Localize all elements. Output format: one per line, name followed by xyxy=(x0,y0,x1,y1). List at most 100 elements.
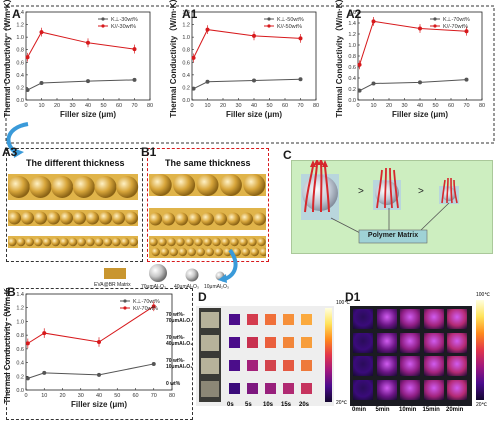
x-tick-label: 40 xyxy=(96,393,102,399)
x-tick-label: 60 xyxy=(448,103,454,109)
filler-sphere xyxy=(259,247,266,257)
data-point xyxy=(298,36,303,41)
x-tick-label: 20 xyxy=(386,103,392,109)
x-tick-label: 20 xyxy=(220,103,226,109)
filler-sphere xyxy=(42,237,52,247)
y-tick-label: 0.0 xyxy=(16,388,24,394)
filler-sphere xyxy=(60,237,69,247)
filler-sphere xyxy=(34,237,43,247)
filler-sphere xyxy=(149,237,158,247)
x-tick-label: 60 xyxy=(282,103,288,109)
y-tick-label: 0.4 xyxy=(182,73,190,79)
x-tick-label: 40 xyxy=(251,103,257,109)
d-thermal-cell xyxy=(283,383,294,394)
x-tick-label: 50 xyxy=(100,103,106,109)
x-tick-label: 30 xyxy=(235,103,241,109)
legend-label: K//-70wt% xyxy=(443,24,468,30)
d1-thermal-cell xyxy=(447,379,467,400)
d1-thermal-cell xyxy=(447,332,467,353)
d1-thermal-cell xyxy=(400,356,420,376)
filler-sphere xyxy=(94,237,104,247)
chart-a: 0 10 20 30 40 50 60 70 80 0.0 0.2 0.4 0.6 0.8 1.0 1.2 1.… xyxy=(2,0,153,119)
filler-sphere xyxy=(201,212,214,226)
data-point xyxy=(25,341,30,346)
data-point xyxy=(191,86,196,91)
y-tick-label: 1.2 xyxy=(16,306,24,312)
data-point xyxy=(97,372,101,377)
legend-label: K//-70wt% xyxy=(133,306,158,312)
legend-marker xyxy=(267,17,271,21)
data-point xyxy=(252,33,256,38)
x-tick-label: 80 xyxy=(169,393,175,399)
filler-sphere xyxy=(86,237,95,247)
x-tick-label: 10 xyxy=(370,103,376,109)
data-point xyxy=(39,81,44,86)
x-tick-label: 60 xyxy=(116,103,122,109)
y-tick-label: 0.6 xyxy=(348,65,356,71)
filler-sphere xyxy=(77,237,86,247)
legend-marker xyxy=(123,299,127,303)
d-thermal-cell xyxy=(265,337,276,348)
x-tick-label: 40 xyxy=(417,103,423,109)
d1-thermal-cell xyxy=(376,309,397,329)
a3-title: The different thickness xyxy=(26,158,125,168)
x-tick-label: 30 xyxy=(69,103,75,109)
filler-sphere xyxy=(250,247,259,257)
filler-sphere xyxy=(162,212,175,226)
panel-label-d1: D1 xyxy=(345,290,361,304)
data-point xyxy=(252,78,256,83)
y-tick-label: 0.8 xyxy=(348,54,356,60)
panel-label-a3: A3 xyxy=(2,145,18,159)
c-gt-2: > xyxy=(418,186,424,197)
data-point xyxy=(132,77,137,82)
d1-col-label: 0min xyxy=(352,407,367,413)
x-tick-label: 0 xyxy=(24,103,27,109)
data-point xyxy=(25,55,30,60)
y-tick-label: 0.0 xyxy=(182,98,190,104)
x-tick-label: 30 xyxy=(78,393,84,399)
x-axis-title: Filler size (μm) xyxy=(71,400,127,409)
series-line xyxy=(27,363,154,379)
data-point xyxy=(418,80,422,85)
filler-sphere xyxy=(120,237,130,247)
data-point xyxy=(357,62,362,67)
y-tick-label: 0.2 xyxy=(16,374,24,380)
data-point xyxy=(25,87,30,92)
filler-sphere xyxy=(29,176,52,198)
d-thermal-cell xyxy=(301,337,312,348)
filler-sphere xyxy=(8,211,21,225)
b1-box xyxy=(147,148,269,262)
series-line xyxy=(359,79,467,92)
d-thermal-cell xyxy=(247,360,258,371)
filler-sphere xyxy=(176,237,185,247)
legend-40um: 40μmAl₂O₃ xyxy=(174,284,199,290)
filler-sphere xyxy=(160,247,169,257)
x-tick-label: 0 xyxy=(24,393,27,399)
filler-sphere xyxy=(158,237,167,247)
panel-label-a2: A2 xyxy=(346,7,362,21)
d1-thermal-cell xyxy=(423,379,444,400)
filler-sphere xyxy=(169,247,178,257)
d1-thermal-cell xyxy=(423,309,444,329)
y-tick-label: 0.2 xyxy=(16,85,24,91)
d1-thermal-cell xyxy=(400,309,420,329)
c-gt-1: > xyxy=(358,186,364,197)
filler-sphere xyxy=(221,237,230,247)
filler-sphere xyxy=(129,237,138,247)
d1-thermal-cell xyxy=(423,332,444,353)
filler-sphere xyxy=(196,247,205,257)
legend-marker xyxy=(101,17,105,21)
b1-title: The same thickness xyxy=(165,158,251,168)
x-axis-title: Filler size (μm) xyxy=(60,110,116,119)
series-line xyxy=(359,20,467,65)
data-point xyxy=(25,376,30,381)
x-tick-label: 70 xyxy=(151,393,157,399)
y-tick-label: 0.6 xyxy=(16,60,24,66)
d-sample-photo xyxy=(201,358,219,374)
a3-layers xyxy=(8,174,139,248)
y-axis-title: Thermal Conductivity（W/m·K） xyxy=(2,288,12,404)
y-tick-label: 1.4 xyxy=(182,10,190,16)
y-tick-label: 1.4 xyxy=(348,21,356,27)
filler-sphere xyxy=(125,211,138,225)
x-tick-label: 20 xyxy=(54,103,60,109)
